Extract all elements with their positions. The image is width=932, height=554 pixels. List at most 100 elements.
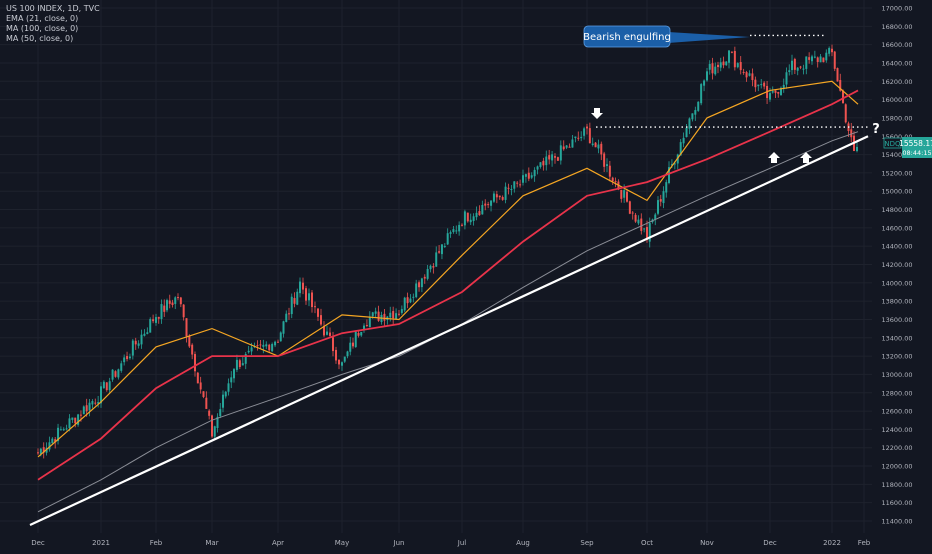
candle-body [277, 341, 279, 343]
candle-body [332, 337, 334, 352]
candle-body [143, 333, 146, 336]
candle-body [415, 283, 418, 298]
candle-body [208, 410, 211, 416]
candle-body [137, 343, 140, 346]
y-tick-label: 15600.00 [881, 133, 912, 141]
candle-body [461, 224, 463, 226]
candle-body [230, 377, 233, 383]
candle-body [796, 67, 799, 71]
candle-body [296, 291, 299, 305]
candle-body [282, 321, 285, 334]
y-tick-label: 12400.00 [881, 426, 912, 434]
candle-body [673, 163, 676, 165]
candle-body [554, 156, 556, 158]
price-axis[interactable]: 11400.00 11600.00 11800.00 12000.00 12200.00… [881, 5, 912, 526]
candle-body [816, 57, 819, 62]
candle-body [659, 199, 662, 202]
candle-body [565, 145, 568, 148]
callout-box[interactable] [583, 25, 671, 48]
candle-body [782, 84, 785, 89]
x-tick-label: Aug [516, 539, 530, 547]
candle-body [392, 311, 395, 319]
candle-body [288, 313, 290, 315]
legend-ma50[interactable]: MA (50, close, 0) [6, 34, 74, 43]
candle-body [657, 200, 659, 214]
candle-body [654, 214, 657, 220]
candle-body [360, 331, 363, 336]
candle-body [389, 312, 392, 318]
candle-body [202, 391, 205, 397]
candle-body [574, 136, 577, 139]
candle-body [194, 354, 196, 372]
candle-body [754, 79, 757, 88]
candle-body [51, 438, 54, 444]
candle-body [757, 84, 760, 87]
candle-body [697, 101, 700, 111]
candle-body [241, 363, 244, 366]
candle-body [341, 362, 343, 366]
arrow-up-icon [768, 152, 780, 163]
y-tick-label: 11800.00 [881, 481, 912, 489]
candle-body [302, 282, 304, 290]
candle-body [463, 211, 466, 226]
support-trendline[interactable] [29, 135, 869, 526]
candle-body [484, 203, 487, 206]
candle-body [279, 332, 282, 342]
candle-body [128, 356, 131, 359]
candle-body [608, 165, 611, 177]
candle-body [682, 137, 685, 144]
candle-body [665, 182, 668, 193]
y-tick-label: 14200.00 [881, 261, 912, 269]
candle-body [730, 51, 733, 53]
candle-body [466, 212, 469, 222]
candle-body [62, 429, 65, 431]
legend-ema21[interactable]: EMA (21, close, 0) [6, 14, 79, 23]
x-tick-label: May [335, 539, 349, 547]
candle-body [213, 426, 216, 437]
candle-body [510, 189, 513, 191]
candle-body [527, 172, 530, 179]
callout-pointer [668, 32, 750, 43]
last-price: 15558.17 [899, 139, 932, 148]
time-axis[interactable]: Dec 2021 Feb Mar Apr May Jun Jul Aug Sep Oct Nov Dec… [31, 539, 871, 547]
candle-body [831, 48, 833, 53]
candle-body [57, 427, 60, 442]
x-tick-label: Apr [272, 539, 284, 547]
candle-body [620, 189, 623, 199]
candle-body [640, 218, 643, 231]
candle-body [539, 162, 542, 167]
y-tick-label: 16200.00 [881, 78, 912, 86]
candle-body [166, 300, 168, 311]
candle-body [475, 212, 478, 218]
y-tick-label: 11400.00 [881, 518, 912, 526]
candle-body [469, 219, 472, 223]
candle-body [400, 309, 403, 313]
drawing-overlays: Bearish engulfing? [29, 25, 880, 526]
candle-body [91, 401, 94, 405]
candle-body [805, 56, 808, 69]
candle-body [235, 359, 238, 370]
y-tick-label: 11600.00 [881, 499, 912, 507]
candle-body [646, 227, 648, 240]
candle-body [634, 214, 637, 222]
candle-body [346, 351, 349, 357]
y-tick-label: 15800.00 [881, 114, 912, 122]
candle-body [420, 278, 423, 288]
candle-body [455, 230, 458, 232]
candle-body [519, 184, 522, 186]
price-tag: NDQ 15558.17 08:44:15 [883, 137, 932, 158]
candle-body [205, 397, 208, 409]
legend-ma100[interactable]: MA (100, close, 0) [6, 24, 79, 33]
y-tick-label: 16600.00 [881, 41, 912, 49]
candle-body [152, 319, 155, 322]
candle-body [850, 129, 853, 138]
candle-body [157, 316, 160, 319]
candle-body [631, 212, 634, 214]
candle-body [114, 371, 117, 377]
candle-body [559, 145, 562, 161]
candle-body [828, 48, 831, 54]
candle-body [691, 113, 694, 120]
candle-body [357, 332, 360, 336]
